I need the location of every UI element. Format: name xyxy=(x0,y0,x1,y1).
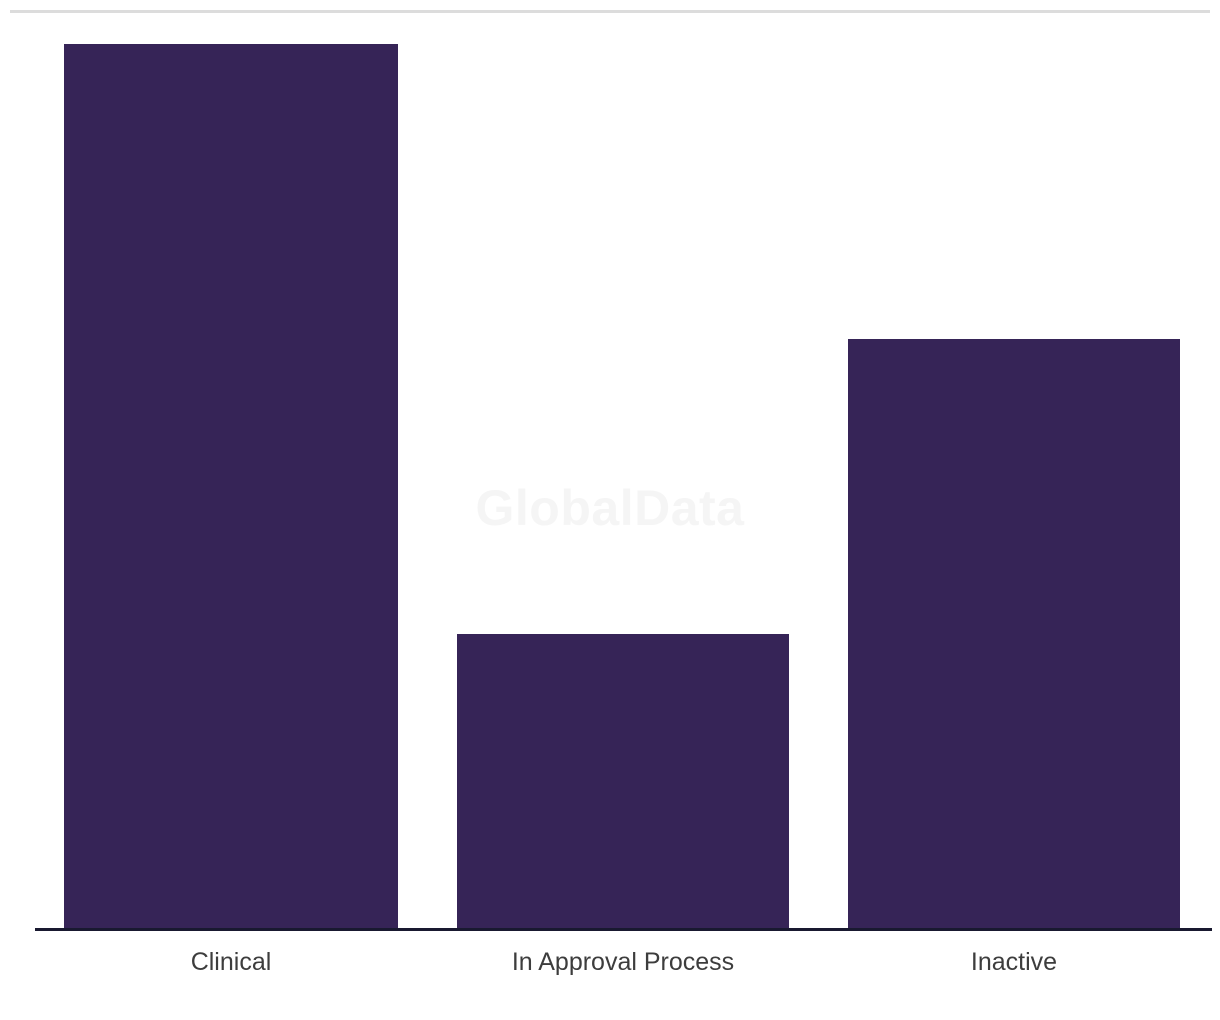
x-tick-label-in-approval-process: In Approval Process xyxy=(511,948,735,976)
x-tick-label-clinical: Clinical xyxy=(190,948,272,976)
bar-slot-clinical xyxy=(64,44,398,929)
bar-slot-in-approval-process xyxy=(457,44,789,929)
bar-inactive xyxy=(848,339,1180,929)
x-tick-label-inactive: Inactive xyxy=(970,948,1058,976)
bar-slot-inactive xyxy=(848,44,1180,929)
plot-area xyxy=(0,44,1220,929)
top-divider-line xyxy=(10,10,1210,13)
bar-in-approval-process xyxy=(457,634,789,929)
bar-clinical xyxy=(64,44,398,929)
x-axis-line xyxy=(35,928,1212,931)
